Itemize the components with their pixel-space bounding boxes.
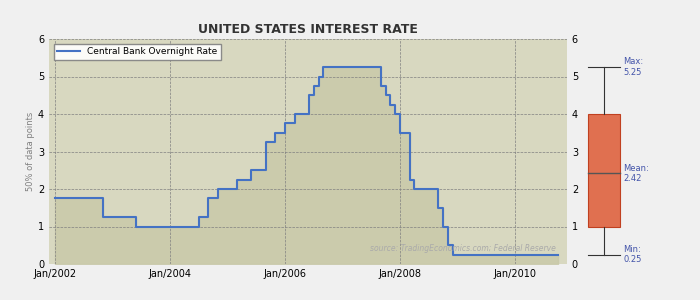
Title: UNITED STATES INTEREST RATE: UNITED STATES INTEREST RATE	[198, 23, 418, 36]
Text: Min:
0.25: Min: 0.25	[623, 245, 641, 264]
Text: source: TradingEconomics.com; Federal Reserve: source: TradingEconomics.com; Federal Re…	[370, 244, 556, 253]
Text: Max:
5.25: Max: 5.25	[623, 57, 643, 77]
Y-axis label: 100% of data points: 100% of data points	[580, 109, 589, 194]
Text: Mean:
2.42: Mean: 2.42	[623, 164, 649, 183]
Y-axis label: 50% of data points: 50% of data points	[26, 112, 35, 191]
Bar	[588, 114, 620, 226]
Legend: Central Bank Overnight Rate: Central Bank Overnight Rate	[53, 44, 220, 60]
